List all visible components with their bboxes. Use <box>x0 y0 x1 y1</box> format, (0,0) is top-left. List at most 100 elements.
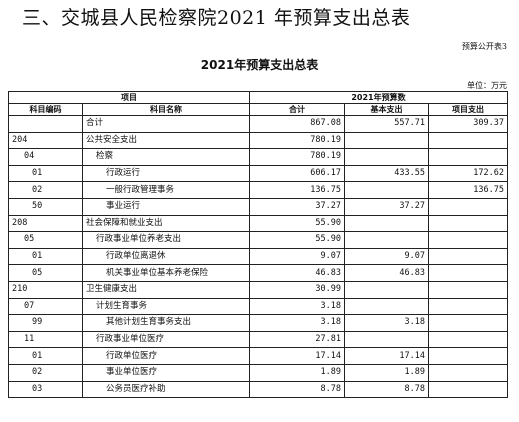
cell-name: 机关事业单位基本养老保险 <box>82 264 250 282</box>
table-row: 01 行政单位离退休 9.07 9.07 <box>8 247 508 266</box>
unit-label: 单位：万元 <box>467 81 507 90</box>
cell-project <box>428 363 508 382</box>
table-row: 99 其他计划生育事务支出 3.18 3.18 <box>8 314 508 332</box>
cell-project: 172.62 <box>428 164 508 183</box>
cell-code: 02 <box>8 363 83 382</box>
table-row: 07 计划生育事务 3.18 <box>8 297 508 316</box>
table-row: 03 公务员医疗补助 8.78 8.78 <box>8 380 508 399</box>
table-row: 合计 867.08 557.71 309.37 <box>8 115 508 133</box>
header-basic: 基本支出 <box>344 103 429 116</box>
cell-name: 合计 <box>82 115 250 133</box>
cell-basic: 37.27 <box>344 197 429 216</box>
cell-total: 30.99 <box>249 280 345 299</box>
cell-name: 行政单位离退休 <box>82 247 250 266</box>
table-row: 210 卫生健康支出 30.99 <box>8 280 508 299</box>
header-project: 项目支出 <box>428 103 508 116</box>
cell-name: 一般行政管理事务 <box>82 181 250 199</box>
cell-name: 卫生健康支出 <box>82 280 250 299</box>
cell-total: 8.78 <box>249 380 345 399</box>
cell-code: 04 <box>8 148 83 166</box>
cell-code: 01 <box>8 347 83 365</box>
header-name: 科目名称 <box>82 103 250 116</box>
header-total: 合计 <box>249 103 345 116</box>
cell-name: 行政事业单位医疗 <box>82 330 250 349</box>
cell-basic <box>344 330 429 349</box>
cell-project <box>428 314 508 332</box>
table-row: 02 一般行政管理事务 136.75 136.75 <box>8 181 508 199</box>
header-code: 科目编码 <box>8 103 83 116</box>
cell-basic <box>344 297 429 316</box>
cell-code: 11 <box>8 330 83 349</box>
cell-project <box>428 264 508 282</box>
cell-code: 204 <box>8 131 83 150</box>
cell-name: 检察 <box>82 148 250 166</box>
cell-code: 01 <box>8 164 83 183</box>
header-item: 项目 <box>8 91 250 104</box>
header-row-sub: 科目编码 科目名称 合计 基本支出 项目支出 <box>8 103 508 116</box>
cell-total: 780.19 <box>249 148 345 166</box>
cell-code: 02 <box>8 181 83 199</box>
cell-code: 07 <box>8 297 83 316</box>
cell-project <box>428 380 508 399</box>
cell-basic <box>344 214 429 233</box>
cell-total: 3.18 <box>249 314 345 332</box>
cell-basic: 9.07 <box>344 247 429 266</box>
cell-total: 55.90 <box>249 214 345 233</box>
cell-name: 行政运行 <box>82 164 250 183</box>
cell-total: 55.90 <box>249 231 345 249</box>
cell-code: 50 <box>8 197 83 216</box>
document-title: 三、交城县人民检察院2021 年预算支出总表 <box>22 7 411 29</box>
table-row: 02 事业单位医疗 1.89 1.89 <box>8 363 508 382</box>
cell-code: 03 <box>8 380 83 399</box>
cell-project <box>428 148 508 166</box>
cell-total: 3.18 <box>249 297 345 316</box>
cell-basic: 46.83 <box>344 264 429 282</box>
cell-total: 9.07 <box>249 247 345 266</box>
cell-total: 780.19 <box>249 131 345 150</box>
table-body: 合计 867.08 557.71 309.37 204 公共安全支出 780.19 04 检察 7… <box>8 115 508 399</box>
cell-total: 867.08 <box>249 115 345 133</box>
cell-project <box>428 330 508 349</box>
table-row: 05 机关事业单位基本养老保险 46.83 46.83 <box>8 264 508 282</box>
cell-project <box>428 297 508 316</box>
cell-project: 136.75 <box>428 181 508 199</box>
cell-name: 公共安全支出 <box>82 131 250 150</box>
cell-project <box>428 231 508 249</box>
cell-basic: 17.14 <box>344 347 429 365</box>
cell-basic <box>344 280 429 299</box>
cell-code: 05 <box>8 231 83 249</box>
cell-project <box>428 280 508 299</box>
cell-project <box>428 214 508 233</box>
cell-name: 其他计划生育事务支出 <box>82 314 250 332</box>
cell-total: 46.83 <box>249 264 345 282</box>
table-row: 01 行政运行 606.17 433.55 172.62 <box>8 164 508 183</box>
cell-name: 行政单位医疗 <box>82 347 250 365</box>
cell-basic: 433.55 <box>344 164 429 183</box>
cell-total: 136.75 <box>249 181 345 199</box>
cell-code: 99 <box>8 314 83 332</box>
cell-project <box>428 347 508 365</box>
table-row: 208 社会保障和就业支出 55.90 <box>8 214 508 233</box>
cell-name: 计划生育事务 <box>82 297 250 316</box>
cell-basic <box>344 181 429 199</box>
cell-total: 27.81 <box>249 330 345 349</box>
cell-basic: 1.89 <box>344 363 429 382</box>
cell-total: 606.17 <box>249 164 345 183</box>
cell-total: 1.89 <box>249 363 345 382</box>
cell-basic: 557.71 <box>344 115 429 133</box>
cell-basic <box>344 148 429 166</box>
cell-project <box>428 197 508 216</box>
table-row: 204 公共安全支出 780.19 <box>8 131 508 150</box>
cell-code: 05 <box>8 264 83 282</box>
cell-code: 208 <box>8 214 83 233</box>
cell-name: 事业运行 <box>82 197 250 216</box>
cell-code <box>8 115 83 133</box>
cell-name: 行政事业单位养老支出 <box>82 231 250 249</box>
header-row-top: 项目 2021年预算数 <box>8 91 508 104</box>
cell-code: 210 <box>8 280 83 299</box>
cell-basic: 3.18 <box>344 314 429 332</box>
cell-basic <box>344 131 429 150</box>
table-row: 11 行政事业单位医疗 27.81 <box>8 330 508 349</box>
cell-name: 社会保障和就业支出 <box>82 214 250 233</box>
cell-basic: 8.78 <box>344 380 429 399</box>
